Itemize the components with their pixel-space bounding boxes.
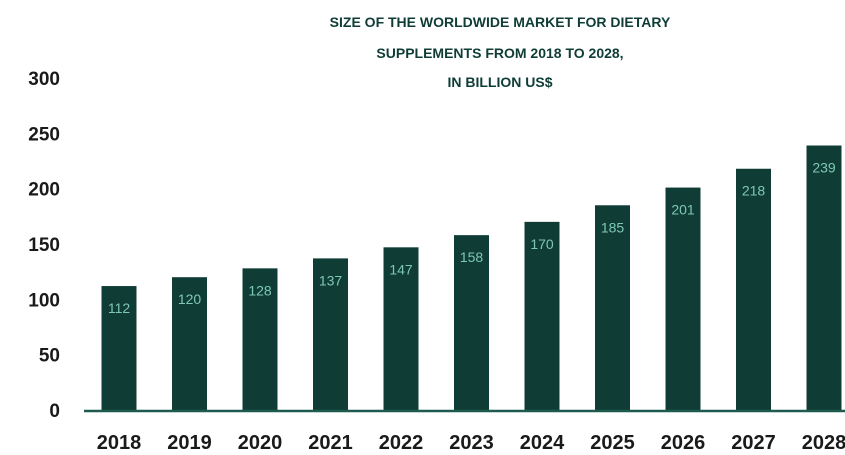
value-label: 239 [812,160,836,176]
value-label: 120 [178,291,202,307]
bar [806,145,842,411]
bar [383,247,419,410]
x-tick-label: 2024 [520,432,565,454]
value-label: 147 [389,261,413,277]
bar [665,187,701,410]
x-tick-label: 2026 [661,432,706,454]
x-tick-label: 2027 [731,432,776,454]
value-label: 137 [319,272,343,288]
value-label: 128 [248,282,272,298]
chart-title-line: SUPPLEMENTS FROM 2018 TO 2028, [376,45,623,61]
chart-title-line: SIZE OF THE WORLDWIDE MARKET FOR DIETARY [330,14,671,30]
value-label: 158 [460,249,484,265]
value-label: 185 [601,219,625,235]
bar [101,286,137,410]
value-label: 170 [530,236,554,252]
bar [454,235,489,410]
bar [595,205,630,410]
x-tick-label: 2025 [590,432,635,454]
value-label: 218 [742,183,766,199]
bars [101,145,842,411]
value-label: 201 [671,202,695,218]
x-axis-ticks: 2018 2019 2020 2021 2022 2023 2024 2025 2026 2027… [97,432,845,454]
x-tick-label: 2021 [308,432,353,454]
y-tick-label: 0 [49,401,60,422]
y-tick-label: 200 [28,180,60,201]
y-tick-label: 300 [28,69,60,90]
chart-title: SIZE OF THE WORLDWIDE MARKET FOR DIETARY… [330,14,671,90]
chart-title-line: IN BILLION US$ [447,74,552,90]
bar [172,277,207,410]
x-tick-label: 2018 [97,432,142,454]
y-tick-label: 50 [39,346,60,367]
bar [524,221,560,410]
y-tick-label: 100 [28,290,60,311]
y-tick-label: 250 [28,124,60,145]
y-axis-ticks: 0 50 100 150 200 250 300 [28,69,60,422]
value-label: 112 [108,300,131,316]
x-tick-label: 2020 [238,432,283,454]
bar [242,268,278,410]
value-labels: 112 120 128 137 147 158 170 185 201 218 239 [108,160,836,317]
x-tick-label: 2022 [379,432,424,454]
bar [313,258,348,410]
x-tick-label: 2028 [802,432,845,454]
bar [736,168,771,410]
x-tick-label: 2019 [167,432,212,454]
x-tick-label: 2023 [449,432,494,454]
y-tick-label: 150 [28,235,60,256]
